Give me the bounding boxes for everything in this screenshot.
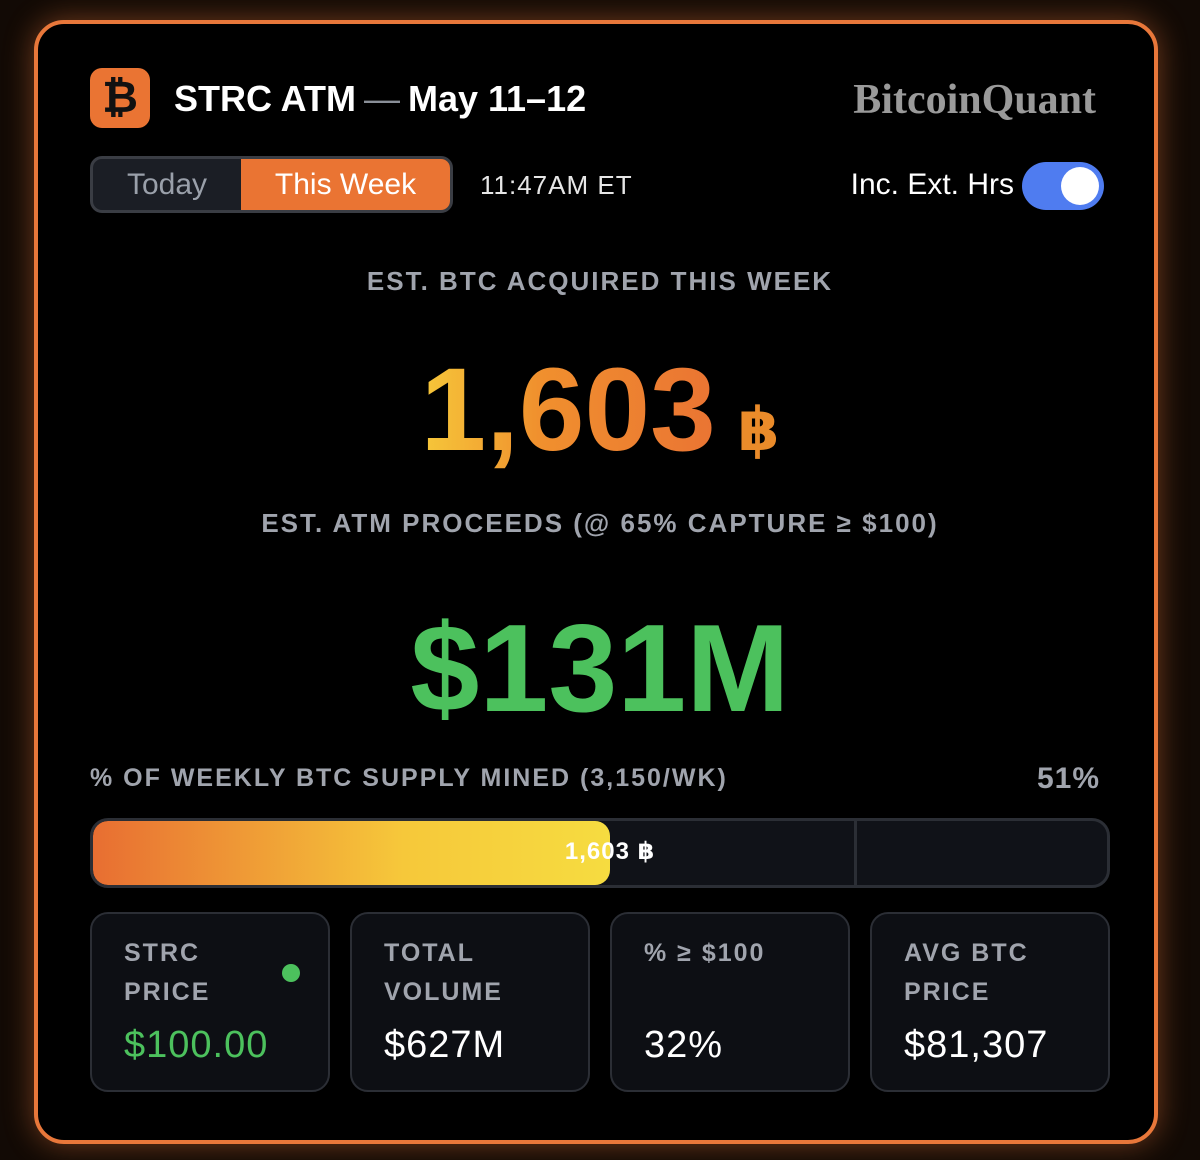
proceeds-label: EST. ATM PROCEEDS (@ 65% CAPTURE ≥ $100) — [261, 508, 939, 538]
stat-label: % ≥ $100 — [644, 939, 766, 967]
supply-percent: 51% — [1036, 762, 1100, 795]
tab-active[interactable]: This Week — [241, 159, 450, 210]
stat-card: STRC PRICE $100.00 — [90, 912, 330, 1092]
toggle-label: Inc. Ext. Hrs — [850, 168, 1014, 201]
title: STRC ATM — May 11–12 — [174, 78, 586, 120]
tabs: Today This Week — [90, 156, 453, 213]
stat-label: AVG BTC PRICE — [904, 939, 1029, 1006]
time: 11:47AM ET — [480, 170, 633, 200]
stat-value: $81,307 — [904, 1024, 1049, 1066]
status-dot — [282, 964, 300, 982]
stat-card: % ≥ $100 32% — [610, 912, 850, 1092]
tab[interactable]: Today — [126, 167, 208, 201]
stat-card: TOTAL VOLUME $627M — [350, 912, 590, 1092]
stat-label: STRC PRICE — [124, 939, 211, 1006]
stat-card: AVG BTC PRICE $81,307 — [870, 912, 1110, 1092]
logo-icon: ₿ — [90, 68, 150, 128]
btc-value: 1,603 ฿ — [38, 342, 1162, 478]
separator: — — [363, 78, 400, 119]
stat-label: TOTAL VOLUME — [384, 939, 503, 1006]
supply-label: % OF WEEKLY BTC SUPPLY MINED (3,150/WK) — [90, 764, 728, 792]
progress-fill — [93, 821, 611, 885]
title-text: STRC ATM — [174, 78, 356, 119]
card: ₿ STRC ATM — May 11–12 BitcoinQuant Today … — [34, 20, 1158, 1144]
brand: BitcoinQuant — [853, 77, 1096, 123]
stat-value: $100.00 — [124, 1024, 269, 1066]
btc-label: EST. BTC ACQUIRED THIS WEEK — [366, 266, 834, 296]
proceeds-value: $131M — [410, 600, 790, 738]
stat-value: $627M — [384, 1024, 506, 1066]
divider — [853, 821, 857, 885]
toggle[interactable] — [1022, 162, 1104, 210]
date: May 11–12 — [407, 78, 587, 119]
stat-value: 32% — [644, 1024, 724, 1066]
bar-label: 1,603 ฿ — [564, 838, 656, 865]
btc-number: 1,603 — [420, 344, 716, 476]
progress-bar: 1,603 ฿ — [90, 818, 1110, 888]
btc-unit: ฿ — [737, 396, 780, 463]
